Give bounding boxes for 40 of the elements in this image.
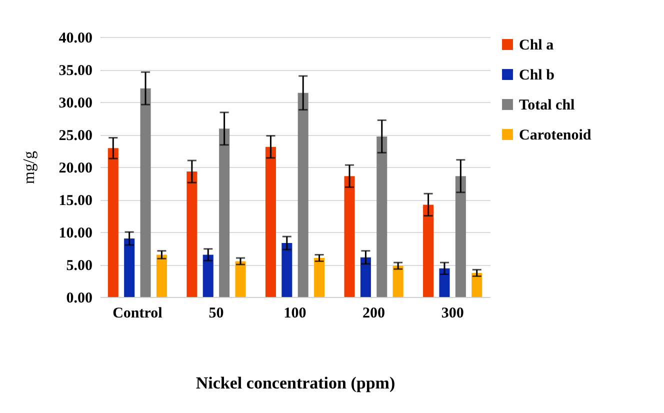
bar: [186, 172, 198, 297]
y-tick-label: 30.00: [58, 96, 92, 112]
y-tick-label: 10.00: [58, 226, 92, 242]
x-tick-label: 200: [362, 306, 386, 322]
x-tick-label: Control: [112, 306, 162, 322]
bar: [344, 176, 355, 297]
bar: [360, 257, 371, 297]
bar: [265, 146, 276, 297]
bar: [439, 268, 450, 297]
bar: [298, 92, 308, 297]
bar: [235, 261, 246, 297]
bar: [314, 258, 325, 297]
y-tick-label: 25.00: [58, 128, 92, 144]
bar: [376, 136, 388, 297]
y-tick-label: 40.00: [58, 30, 92, 46]
bar: [423, 204, 434, 297]
x-axis-title: Nickel concentration (ppm): [196, 374, 396, 392]
y-tick-label: 5.00: [66, 258, 92, 274]
legend-label: Carotenoid: [519, 128, 592, 144]
legend-label: Total chl: [519, 98, 575, 114]
bar: [108, 148, 118, 297]
bar: [455, 176, 466, 297]
bar: [124, 238, 135, 297]
bar: [392, 266, 404, 297]
bar: [202, 254, 214, 297]
legend-label: Chl a: [519, 38, 554, 54]
x-tick-label: 50: [208, 306, 224, 322]
y-tick-label: 0.00: [66, 290, 92, 306]
bar: [140, 88, 151, 297]
y-tick-label: 35.00: [58, 63, 92, 79]
bar: [472, 272, 482, 297]
x-tick-label: 300: [441, 306, 464, 322]
y-tick-label: 20.00: [58, 160, 92, 176]
bar: [219, 128, 230, 297]
x-tick-label: 100: [284, 306, 306, 322]
y-tick-label: 15.00: [58, 193, 92, 209]
y-axis-title: mg/g: [20, 151, 38, 184]
bar: [282, 243, 292, 297]
bar: [156, 254, 167, 297]
legend-label: Chl b: [519, 68, 554, 84]
